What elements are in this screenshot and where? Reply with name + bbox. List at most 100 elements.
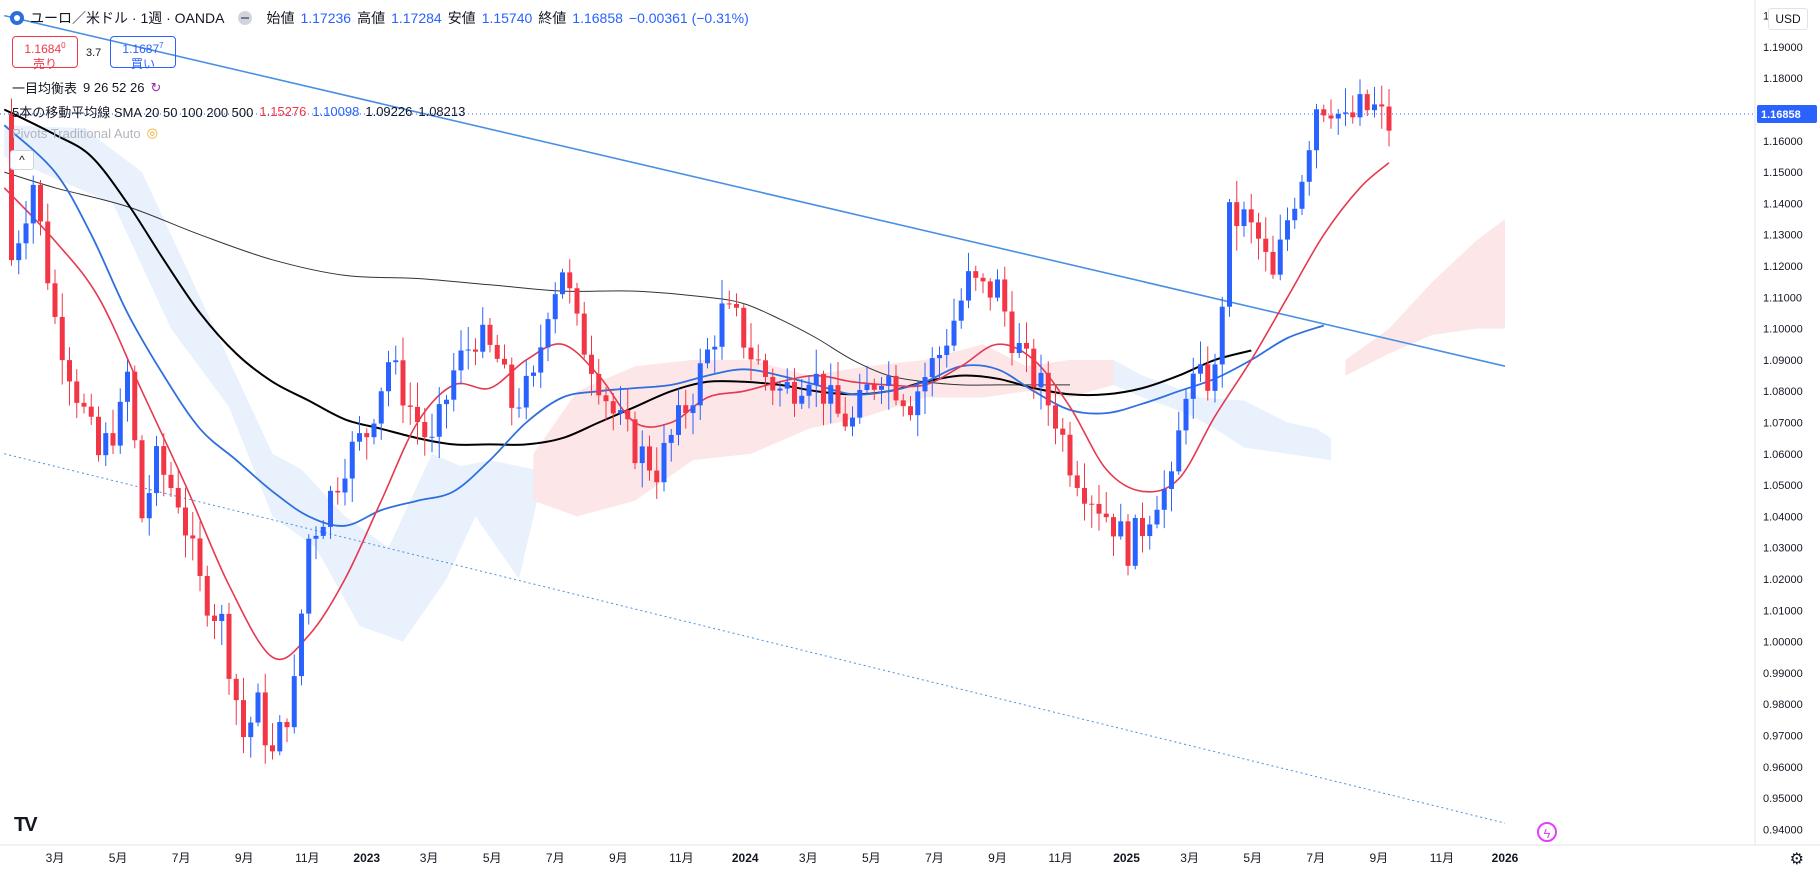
- candle: [1198, 341, 1203, 382]
- candle-body: [306, 538, 312, 614]
- candle: [538, 324, 544, 389]
- candle: [842, 396, 848, 432]
- candle-body: [422, 421, 428, 438]
- candle: [879, 377, 884, 404]
- candle-body: [922, 377, 928, 392]
- candle-body: [618, 410, 623, 414]
- candle: [1096, 484, 1102, 531]
- symbol-title[interactable]: ユーロ／米ドル · 1週 · OANDA: [30, 10, 225, 26]
- candle: [444, 394, 449, 429]
- candle-body: [777, 388, 783, 391]
- candle: [1009, 291, 1015, 366]
- candle-body: [719, 303, 725, 347]
- eye-hidden-icon[interactable]: ◎: [146, 125, 158, 140]
- candle: [1306, 141, 1312, 196]
- candle-body: [1111, 517, 1116, 537]
- candle-body: [183, 507, 188, 536]
- candle: [1292, 197, 1298, 229]
- candle: [828, 363, 834, 424]
- candle-body: [1335, 113, 1341, 119]
- candle-body: [262, 692, 268, 746]
- collapse-legend-button[interactable]: ^: [10, 150, 34, 170]
- candle-body: [1227, 202, 1232, 307]
- candle-body: [944, 345, 950, 355]
- ichimoku-params: 9 26 52 26: [83, 80, 145, 95]
- candle-body: [429, 436, 435, 438]
- sell-button[interactable]: 1.16840 売り: [12, 36, 78, 71]
- candle-body: [1357, 94, 1363, 118]
- candle-body: [190, 535, 196, 539]
- pivots-legend[interactable]: Pivots Traditional Auto ◎: [12, 125, 158, 141]
- candle: [262, 673, 268, 764]
- candle: [1350, 95, 1356, 124]
- candle-body: [1212, 364, 1218, 391]
- candle-body: [1118, 521, 1124, 537]
- tradingview-logo-icon[interactable]: TV: [14, 814, 38, 836]
- sma100-value: 1.09226: [365, 104, 413, 119]
- candle: [668, 428, 674, 462]
- hide-legend-icon[interactable]: [238, 11, 253, 25]
- candle: [632, 411, 638, 470]
- last-price-tag: [1757, 104, 1817, 123]
- lightning-icon[interactable]: ϟ: [1537, 822, 1557, 842]
- buy-button[interactable]: 1.16877 買い: [110, 36, 176, 71]
- settings-gear-icon[interactable]: ⚙: [1789, 851, 1804, 868]
- candle-body: [603, 395, 609, 402]
- candle-body: [161, 446, 167, 475]
- currency-button[interactable]: USD: [1768, 8, 1808, 30]
- candle-body: [444, 399, 449, 405]
- open-label: 始値: [266, 10, 295, 26]
- candle: [291, 654, 297, 734]
- candle-body: [1147, 524, 1153, 537]
- candle: [1212, 353, 1218, 403]
- candle: [784, 368, 790, 394]
- candle: [219, 604, 225, 646]
- candle-body: [871, 384, 877, 390]
- candle: [422, 407, 428, 456]
- candle-body: [59, 316, 65, 361]
- candle-body: [734, 303, 739, 308]
- candle: [639, 430, 645, 488]
- candle: [451, 352, 457, 412]
- price-tick-label: 0.94000: [1763, 824, 1803, 836]
- candle: [973, 265, 979, 291]
- candle: [980, 273, 986, 294]
- candle: [190, 512, 196, 561]
- candle: [690, 393, 696, 435]
- candle-body: [697, 363, 703, 406]
- candle: [1248, 193, 1254, 244]
- candle: [581, 301, 587, 359]
- price-tick-label: 0.98000: [1763, 699, 1803, 711]
- time-tick-label: 5月: [1243, 851, 1262, 865]
- price-tick-label: 1.14000: [1763, 198, 1803, 210]
- cloud-bear-1: [1345, 219, 1505, 376]
- candle: [886, 361, 892, 410]
- candle-body: [110, 433, 116, 446]
- candle-body: [1263, 238, 1269, 252]
- candle: [1038, 354, 1044, 410]
- candle-body: [38, 184, 43, 222]
- candle: [38, 180, 43, 236]
- ichimoku-legend[interactable]: 一目均衡表 9 26 52 26 ↻: [12, 78, 161, 97]
- cloud-bull-0: [4, 125, 549, 642]
- candle-body: [661, 442, 667, 483]
- candle-body: [1074, 475, 1080, 488]
- ichimoku-label: 一目均衡表: [12, 81, 78, 96]
- candle: [67, 347, 72, 406]
- candle: [654, 447, 660, 499]
- low-label: 安値: [447, 10, 476, 26]
- sma100-line: [3, 108, 1252, 446]
- sma20-line: [3, 162, 1390, 661]
- price-tick-label: 1.07000: [1763, 418, 1803, 430]
- buy-label: 買い: [130, 57, 155, 71]
- sma-legend[interactable]: 5本の移動平均線 SMA 20 50 100 200 500 1.15276 1…: [12, 102, 465, 121]
- candle-body: [639, 446, 645, 464]
- candle: [1132, 514, 1138, 570]
- candle-body: [886, 375, 892, 386]
- candle-body: [1241, 209, 1247, 227]
- candle: [647, 435, 652, 481]
- candle-body: [1328, 115, 1334, 119]
- candle-body: [1205, 364, 1211, 391]
